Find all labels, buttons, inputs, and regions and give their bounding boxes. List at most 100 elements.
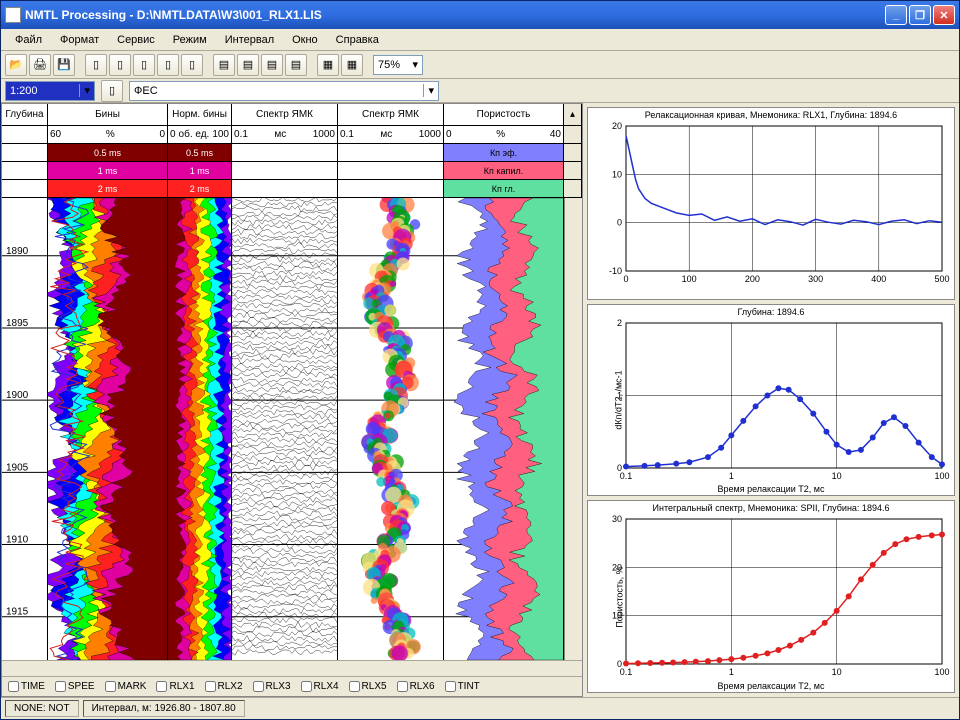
check-RLX5[interactable]: RLX5: [349, 681, 387, 692]
svg-text:0: 0: [617, 659, 622, 669]
check-RLX3[interactable]: RLX3: [253, 681, 291, 692]
svg-text:100: 100: [682, 274, 697, 284]
menu-Формат[interactable]: Формат: [52, 32, 107, 48]
svg-text:1: 1: [617, 390, 622, 400]
track-header[interactable]: Спектр ЯМК: [338, 104, 444, 125]
tool1-button[interactable]: ▤: [213, 54, 235, 76]
curve-checks: TIME SPEE MARK RLX1 RLX2 RLX3 RLX4 RLX5 …: [2, 676, 582, 696]
svg-text:0: 0: [617, 218, 622, 228]
track-unit: 0.1мс1000: [338, 126, 444, 143]
track-5[interactable]: [444, 198, 564, 660]
vscroll-up[interactable]: ▴: [564, 104, 582, 125]
status-bar: NONE: NOT Интервал, м: 1926.80 - 1807.80: [1, 697, 959, 719]
track-header[interactable]: Бины: [48, 104, 168, 125]
minimize-button[interactable]: _: [885, 5, 907, 25]
check-MARK[interactable]: MARK: [105, 681, 147, 692]
track-3[interactable]: [232, 198, 338, 660]
open-button[interactable]: 📂: [5, 54, 27, 76]
h-scrollbar[interactable]: [2, 660, 582, 676]
doc4-button[interactable]: ▯: [157, 54, 179, 76]
titlebar[interactable]: NMTL Processing - D:\NMTLDATA\W3\001_RLX…: [1, 1, 959, 29]
tool2-button[interactable]: ▤: [237, 54, 259, 76]
tool3-button[interactable]: ▤: [261, 54, 283, 76]
svg-text:10: 10: [612, 169, 622, 179]
svg-text:1905: 1905: [6, 462, 29, 473]
window-title: NMTL Processing - D:\NMTLDATA\W3\001_RLX…: [25, 8, 885, 22]
charts-panel: Релаксационная кривая, Мнемоника: RLX1, …: [583, 103, 959, 697]
track-header[interactable]: Норм. бины: [168, 104, 232, 125]
app-window: NMTL Processing - D:\NMTLDATA\W3\001_RLX…: [0, 0, 960, 720]
track-unit: 0%40: [444, 126, 564, 143]
svg-text:1: 1: [729, 471, 734, 481]
maximize-button[interactable]: ❐: [909, 5, 931, 25]
doc1-button[interactable]: ▯: [85, 54, 107, 76]
svg-text:10: 10: [832, 667, 842, 677]
svg-text:1890: 1890: [6, 246, 29, 257]
save-button[interactable]: 💾: [53, 54, 75, 76]
tracks-area[interactable]: 1890 1895 1900 1905 1910 1915: [2, 198, 582, 660]
print-button[interactable]: 🖨: [29, 54, 51, 76]
svg-text:1895: 1895: [6, 318, 29, 329]
integral-chart[interactable]: Интегральный спектр, Мнемоника: SPII, Гл…: [587, 500, 955, 693]
spectrum-chart[interactable]: Глубина: 1894.6 Время релаксации T2, мс …: [587, 304, 955, 497]
doc3-button[interactable]: ▯: [133, 54, 155, 76]
svg-text:400: 400: [871, 274, 886, 284]
track-unit: 0.1мс1000: [232, 126, 338, 143]
layout-combo[interactable]: ФЕС▾: [129, 81, 439, 101]
svg-text:20: 20: [612, 121, 622, 131]
track-header[interactable]: Пористость: [444, 104, 564, 125]
menubar: ФайлФорматСервисРежимИнтервалОкноСправка: [1, 29, 959, 51]
svg-text:1910: 1910: [6, 535, 29, 546]
svg-text:1915: 1915: [6, 607, 29, 618]
track-unit: 60%0: [48, 126, 168, 143]
track-0[interactable]: 1890 1895 1900 1905 1910 1915: [2, 198, 48, 660]
svg-text:100: 100: [934, 667, 949, 677]
menu-Интервал[interactable]: Интервал: [217, 32, 282, 48]
menu-Окно[interactable]: Окно: [284, 32, 326, 48]
track-1[interactable]: [48, 198, 168, 660]
selector-row: 1:200▾ ▯ ФЕС▾: [1, 79, 959, 103]
svg-text:10: 10: [832, 471, 842, 481]
doc5-button[interactable]: ▯: [181, 54, 203, 76]
menu-Сервис[interactable]: Сервис: [109, 32, 163, 48]
toolbar: 📂 🖨 💾 ▯ ▯ ▯ ▯ ▯ ▤ ▤ ▤ ▤ ▦ ▦ 75%▾: [1, 51, 959, 79]
track-units: 60%00об. ед.1000.1мс10000.1мс10000%40: [2, 126, 582, 144]
close-button[interactable]: ✕: [933, 5, 955, 25]
menu-Справка[interactable]: Справка: [328, 32, 387, 48]
menu-Файл[interactable]: Файл: [7, 32, 50, 48]
app-icon: [5, 7, 21, 23]
track-4[interactable]: [338, 198, 444, 660]
check-RLX2[interactable]: RLX2: [205, 681, 243, 692]
v-scrollbar[interactable]: [564, 198, 582, 660]
zoom-select[interactable]: 75%▾: [373, 55, 423, 75]
tool4-button[interactable]: ▤: [285, 54, 307, 76]
legend-row: 0.5 ms0.5 msКп эф.: [2, 144, 582, 162]
svg-text:1900: 1900: [6, 390, 29, 401]
check-TIME[interactable]: TIME: [8, 681, 45, 692]
track-header[interactable]: Спектр ЯМК: [232, 104, 338, 125]
legend-row: 2 ms2 msКп гл.: [2, 180, 582, 198]
check-TINT[interactable]: TINT: [445, 681, 480, 692]
svg-text:500: 500: [934, 274, 949, 284]
track-header[interactable]: Глубина: [2, 104, 48, 125]
tool6-button[interactable]: ▦: [341, 54, 363, 76]
svg-text:1: 1: [729, 667, 734, 677]
relaxation-chart[interactable]: Релаксационная кривая, Мнемоника: RLX1, …: [587, 107, 955, 300]
legend-row: 1 ms1 msКп капил.: [2, 162, 582, 180]
check-SPEE[interactable]: SPEE: [55, 681, 95, 692]
svg-text:300: 300: [808, 274, 823, 284]
scale-btn[interactable]: ▯: [101, 80, 123, 102]
doc2-button[interactable]: ▯: [109, 54, 131, 76]
track-2[interactable]: [168, 198, 232, 660]
scale-combo[interactable]: 1:200▾: [5, 81, 95, 101]
svg-text:0: 0: [623, 274, 628, 284]
menu-Режим[interactable]: Режим: [165, 32, 215, 48]
check-RLX1[interactable]: RLX1: [156, 681, 194, 692]
status-mode: NONE: NOT: [5, 700, 79, 717]
check-RLX4[interactable]: RLX4: [301, 681, 339, 692]
main-area: ГлубинаБиныНорм. биныСпектр ЯМКСпектр ЯМ…: [1, 103, 959, 697]
svg-text:30: 30: [612, 514, 622, 524]
track-unit: 0об. ед.100: [168, 126, 232, 143]
check-RLX6[interactable]: RLX6: [397, 681, 435, 692]
calc-button[interactable]: ▦: [317, 54, 339, 76]
